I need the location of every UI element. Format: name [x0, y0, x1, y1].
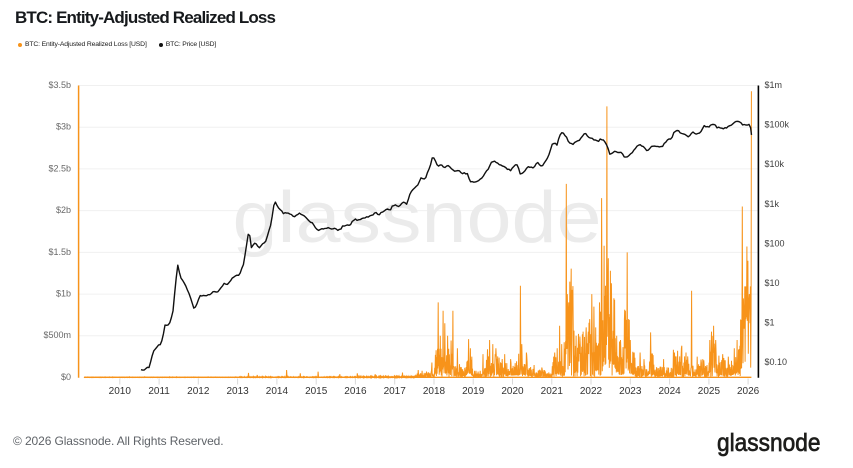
svg-text:$0: $0: [61, 372, 71, 382]
svg-text:$2.5b: $2.5b: [48, 163, 71, 173]
svg-text:2014: 2014: [266, 386, 289, 397]
svg-text:2023: 2023: [619, 386, 642, 397]
svg-text:$1.5b: $1.5b: [48, 247, 71, 257]
svg-text:2021: 2021: [541, 386, 564, 397]
svg-text:2017: 2017: [384, 386, 407, 397]
svg-text:$1m: $1m: [765, 80, 783, 90]
svg-text:$0.10: $0.10: [765, 357, 788, 367]
svg-text:$100k: $100k: [765, 120, 790, 130]
svg-text:2026: 2026: [737, 386, 760, 397]
svg-text:glassnode: glassnode: [233, 178, 602, 258]
svg-text:$1k: $1k: [765, 199, 780, 209]
svg-text:2010: 2010: [109, 386, 132, 397]
svg-text:$3.5b: $3.5b: [48, 80, 71, 90]
svg-text:2025: 2025: [698, 386, 721, 397]
svg-text:2012: 2012: [187, 386, 210, 397]
svg-text:$100: $100: [765, 238, 785, 248]
svg-text:$10: $10: [765, 278, 780, 288]
svg-text:glassnode: glassnode: [717, 429, 821, 457]
svg-text:$1: $1: [765, 317, 775, 327]
svg-text:$3b: $3b: [56, 122, 71, 132]
svg-text:2015: 2015: [305, 386, 328, 397]
svg-text:$1b: $1b: [56, 288, 71, 298]
svg-text:$500m: $500m: [43, 330, 71, 340]
svg-text:2022: 2022: [580, 386, 603, 397]
svg-text:2019: 2019: [462, 386, 485, 397]
svg-text:$10k: $10k: [765, 159, 785, 169]
svg-text:2018: 2018: [423, 386, 446, 397]
svg-text:$2b: $2b: [56, 205, 71, 215]
svg-text:2011: 2011: [148, 386, 170, 397]
svg-text:2016: 2016: [344, 386, 367, 397]
svg-text:2024: 2024: [658, 386, 681, 397]
svg-text:2013: 2013: [226, 386, 249, 397]
svg-text:2020: 2020: [501, 386, 524, 397]
